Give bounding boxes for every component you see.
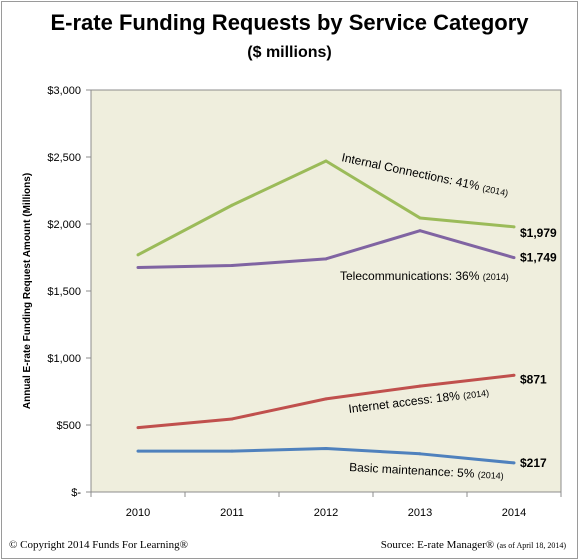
data-point bbox=[512, 256, 516, 260]
data-point bbox=[418, 229, 422, 233]
data-point bbox=[230, 264, 234, 268]
x-tick-label: 2014 bbox=[502, 507, 526, 519]
series-annotation: Basic maintenance: 5% (2014) bbox=[349, 460, 504, 482]
data-label: $217 bbox=[520, 456, 547, 470]
series-year: (2014) bbox=[477, 470, 504, 481]
series-name: Telecommunications: 36% bbox=[340, 269, 483, 283]
y-tick-label: $- bbox=[71, 487, 81, 499]
data-point bbox=[230, 417, 234, 421]
series-name: Basic maintenance: 5% bbox=[349, 460, 478, 481]
y-axis-label: Annual E-rate Funding Request Amount (Mi… bbox=[22, 173, 33, 409]
series-annotation: Telecommunications: 36% (2014) bbox=[340, 269, 509, 283]
data-point bbox=[418, 452, 422, 456]
data-point bbox=[136, 253, 140, 257]
data-point bbox=[230, 449, 234, 453]
x-tick-label: 2013 bbox=[408, 507, 432, 519]
x-tick-label: 2011 bbox=[220, 507, 244, 519]
data-point bbox=[230, 203, 234, 207]
data-point bbox=[324, 159, 328, 163]
data-point bbox=[418, 216, 422, 220]
source-text: Source: E-rate Manager® (as of April 18,… bbox=[380, 539, 566, 551]
x-tick-label: 2012 bbox=[314, 507, 338, 519]
data-point bbox=[324, 446, 328, 450]
plot-area bbox=[90, 89, 562, 493]
y-tick-label: $2,500 bbox=[47, 152, 81, 164]
data-point bbox=[324, 257, 328, 261]
y-tick-label: $3,000 bbox=[47, 85, 81, 97]
y-tick-label: $1,500 bbox=[47, 286, 81, 298]
series-year: (2014) bbox=[463, 388, 490, 401]
data-point bbox=[136, 426, 140, 430]
chart-subtitle: ($ millions) bbox=[247, 44, 332, 61]
data-point bbox=[512, 461, 516, 465]
data-label: $1,979 bbox=[520, 226, 557, 240]
copyright-text: © Copyright 2014 Funds For Learning® bbox=[9, 539, 188, 551]
x-tick-label: 2010 bbox=[126, 507, 150, 519]
data-point bbox=[512, 373, 516, 377]
y-tick-label: $1,000 bbox=[47, 353, 81, 365]
chart-title: E-rate Funding Requests by Service Categ… bbox=[50, 10, 529, 35]
data-point bbox=[324, 397, 328, 401]
y-tick-label: $500 bbox=[57, 420, 81, 432]
data-point bbox=[512, 225, 516, 229]
series-year: (2014) bbox=[483, 272, 509, 282]
data-label: $1,749 bbox=[520, 251, 557, 265]
data-point bbox=[136, 449, 140, 453]
y-tick-label: $2,000 bbox=[47, 219, 81, 231]
data-point bbox=[418, 384, 422, 388]
data-label: $871 bbox=[520, 372, 547, 386]
source-note: (as of April 18, 2014) bbox=[496, 541, 566, 550]
data-point bbox=[136, 266, 140, 270]
